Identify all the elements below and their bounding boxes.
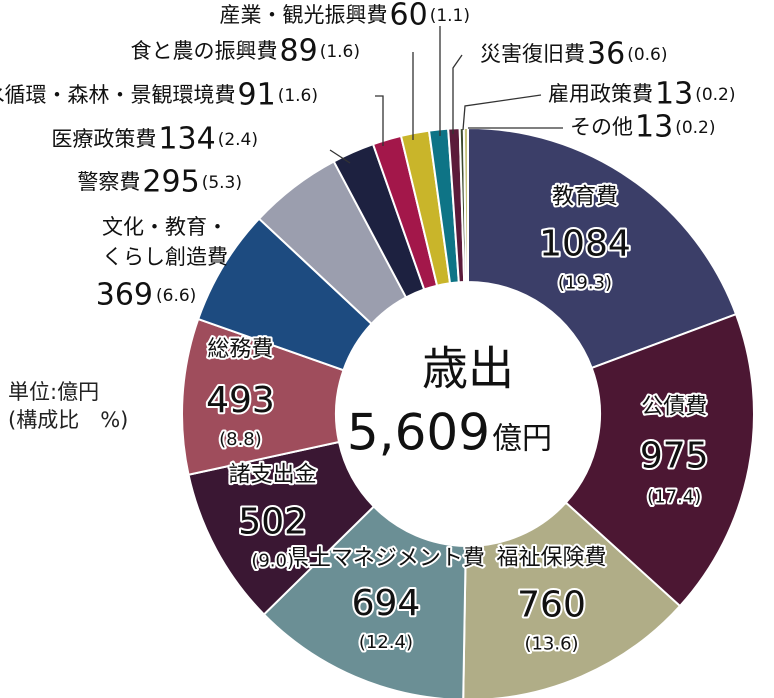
slice-label-name-4: 諸支出金 [229,462,317,487]
leader-line-9 [375,95,384,146]
outside-label-value-9: 91 [238,78,276,113]
leader-line-8 [329,149,351,164]
outside-label-pct-8: (2.4) [218,130,258,150]
outside-label-pct-10: (1.6) [320,42,360,62]
slice-label-value-0: 1084 [539,224,631,265]
slice-0 [467,126,738,370]
slice-label-pct-0: (19.3) [558,273,612,294]
outside-label-value-13: 13 [655,77,693,112]
slice-label-name-2: 福祉保険費 [496,546,606,571]
slice-1 [564,312,755,608]
slice-label-name-0: 教育費 [552,185,618,210]
slice-label-value-2: 760 [517,585,586,626]
outside-label-name-13: 雇用政策費 [548,82,653,106]
center-unit: 億円 [492,422,552,457]
outside-label-pct-11: (1.1) [430,6,470,26]
slice-label-pct-2: (13.6) [524,634,578,655]
outside-label-name-9: 水循環・森林・景観環境費 [0,83,236,107]
leader-line-12 [452,54,463,134]
outside-label-pct-14: (0.2) [675,118,715,138]
slice-3 [262,505,467,698]
slice-label-value-5: 493 [206,380,275,421]
outside-label-pct-13: (0.2) [695,85,735,105]
outside-label-pct-12: (0.6) [627,45,667,65]
outside-label-value-14: 13 [635,110,673,145]
outside-label-name-12: 災害復旧費 [480,42,585,66]
slice-label-pct-5: (8.8) [219,429,262,450]
outside-label-pct-6: (6.6) [156,286,196,306]
outside-label-value-7: 295 [142,165,199,200]
unit-note: 単位:億円 (構成比 %) [8,378,128,434]
slice-label-value-3: 694 [352,583,421,624]
outside-label-name-11: 産業・観光振興費 [220,3,388,27]
slice-label-pct-4: (9.0) [251,550,294,571]
slice-label-name-3: 県土マネジメント費 [287,546,485,571]
outside-label-value-11: 60 [390,0,428,33]
outside-label-name-6-1: くらし創造費 [102,245,228,269]
slice-label-value-4: 502 [238,501,307,542]
slice-label-name-5: 総務費 [207,337,273,362]
center-title: 歳出 [422,342,514,396]
slice-label-name-1: 公債費 [641,395,707,420]
outside-label-name-7: 警察費 [77,170,140,194]
leader-line-13 [462,94,542,131]
outside-label-name-8: 医療政策費 [51,127,156,151]
outside-label-value-10: 89 [280,34,318,69]
outside-label-value-12: 36 [587,37,625,72]
slice-label-value-1: 975 [640,436,709,477]
outside-label-pct-9: (1.6) [278,86,318,106]
slice-label-pct-1: (17.4) [647,487,701,508]
unit-note-line2: (構成比 %) [8,408,129,432]
outside-label-pct-7: (5.3) [202,173,242,193]
outside-label-name-10: 食と農の振興費 [131,39,278,63]
outside-label-name-14: その他 [570,115,633,139]
outside-label-value-6: 369 [96,278,153,313]
outside-label-value-8: 134 [158,122,215,157]
unit-note-line1: 単位:億円 [8,380,100,404]
outside-label-name-6-0: 文化・教育・ [102,215,228,239]
slice-label-pct-3: (12.4) [359,632,413,653]
center-amount: 5,609 [347,404,490,462]
slice-14 [462,126,469,284]
slice-2 [462,501,682,698]
